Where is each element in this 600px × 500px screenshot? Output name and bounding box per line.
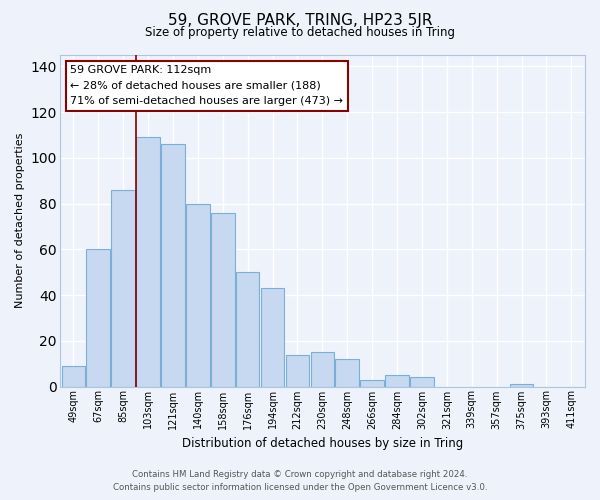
Text: Size of property relative to detached houses in Tring: Size of property relative to detached ho… <box>145 26 455 39</box>
Bar <box>211 213 235 386</box>
Bar <box>509 384 533 386</box>
Text: 59, GROVE PARK, TRING, HP23 5JR: 59, GROVE PARK, TRING, HP23 5JR <box>168 12 432 28</box>
Bar <box>286 354 309 386</box>
Bar <box>335 359 359 386</box>
Bar <box>161 144 185 386</box>
X-axis label: Distribution of detached houses by size in Tring: Distribution of detached houses by size … <box>182 437 463 450</box>
Bar <box>186 204 210 386</box>
Bar <box>410 378 434 386</box>
Text: 59 GROVE PARK: 112sqm
← 28% of detached houses are smaller (188)
71% of semi-det: 59 GROVE PARK: 112sqm ← 28% of detached … <box>70 65 343 106</box>
Y-axis label: Number of detached properties: Number of detached properties <box>15 133 25 308</box>
Bar <box>86 250 110 386</box>
Text: Contains HM Land Registry data © Crown copyright and database right 2024.
Contai: Contains HM Land Registry data © Crown c… <box>113 470 487 492</box>
Bar <box>361 380 384 386</box>
Bar <box>112 190 135 386</box>
Bar <box>62 366 85 386</box>
Bar <box>236 272 259 386</box>
Bar <box>136 138 160 386</box>
Bar <box>261 288 284 386</box>
Bar <box>385 375 409 386</box>
Bar <box>311 352 334 386</box>
